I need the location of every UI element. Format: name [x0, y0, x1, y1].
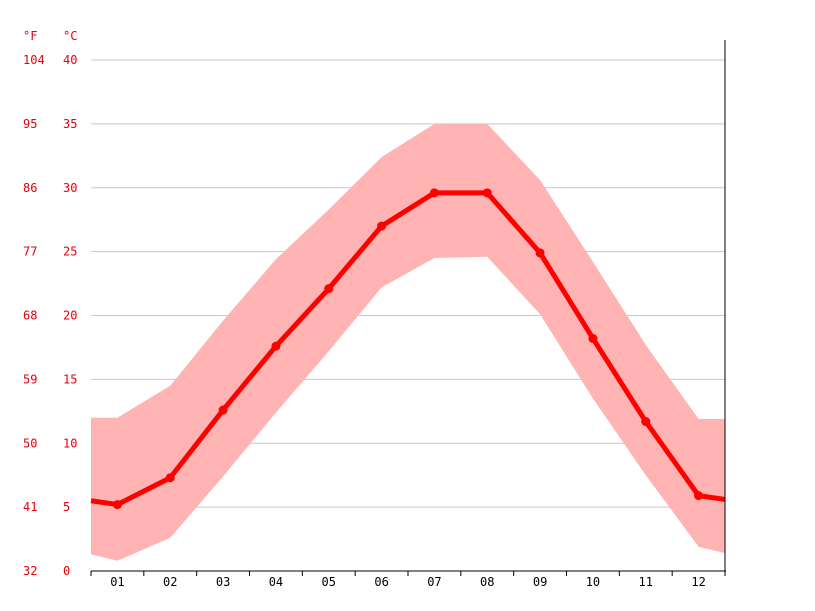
data-point: [588, 333, 598, 343]
data-point: [482, 188, 492, 198]
data-point: [112, 500, 122, 510]
unit-fahrenheit-label: °F: [23, 29, 37, 43]
x-tick-label: 08: [480, 575, 494, 589]
y-axis-labels: 0 32 5 41 10 50 15 59 20 68 25 77 30 86 35 95 40 104: [23, 53, 77, 578]
y-tick-label-fahrenheit: 86: [23, 181, 37, 195]
data-point: [694, 491, 704, 501]
data-point: [429, 188, 439, 198]
x-tick-label: 11: [639, 575, 653, 589]
mean-temperature-points: [112, 188, 704, 510]
y-tick-label-fahrenheit: 50: [23, 436, 37, 450]
y-tick-label-celsius: 15: [63, 372, 77, 386]
temperature-range-band: [91, 123, 725, 561]
y-tick-label-fahrenheit: 41: [23, 500, 37, 514]
data-point: [324, 284, 334, 294]
y-tick-label-fahrenheit: 32: [23, 564, 37, 578]
x-tick-label: 01: [110, 575, 124, 589]
y-tick-label-fahrenheit: 59: [23, 372, 37, 386]
x-tick-label: 10: [586, 575, 600, 589]
x-tick-label: 03: [216, 575, 230, 589]
data-point: [641, 417, 651, 427]
x-tick-label: 04: [269, 575, 283, 589]
data-point: [218, 405, 228, 415]
x-tick-label: 07: [427, 575, 441, 589]
data-point: [165, 473, 175, 483]
data-point: [377, 221, 387, 231]
y-tick-label-celsius: 25: [63, 245, 77, 259]
y-tick-label-celsius: 35: [63, 117, 77, 131]
y-tick-label-fahrenheit: 104: [23, 53, 45, 67]
x-tick-label: 12: [691, 575, 705, 589]
mean-temperature-line: [90, 190, 726, 508]
x-axis-ticks: 01 02 03 04 05 06 07 08 09 10 11 12: [90, 571, 726, 589]
data-point: [535, 248, 545, 258]
y-tick-label-celsius: 40: [63, 53, 77, 67]
data-point: [271, 341, 281, 351]
unit-celsius-label: °C: [63, 29, 77, 43]
y-tick-label-celsius: 10: [63, 436, 77, 450]
x-tick-label: 05: [322, 575, 336, 589]
y-tick-label-fahrenheit: 77: [23, 245, 37, 259]
x-tick-label: 02: [163, 575, 177, 589]
y-tick-label-celsius: 5: [63, 500, 70, 514]
y-tick-label-celsius: 30: [63, 181, 77, 195]
x-tick-label: 09: [533, 575, 547, 589]
y-tick-label-fahrenheit: 68: [23, 309, 37, 323]
y-tick-label-fahrenheit: 95: [23, 117, 37, 131]
x-tick-label: 06: [374, 575, 388, 589]
y-tick-label-celsius: 0: [63, 564, 70, 578]
y-tick-label-celsius: 20: [63, 309, 77, 323]
